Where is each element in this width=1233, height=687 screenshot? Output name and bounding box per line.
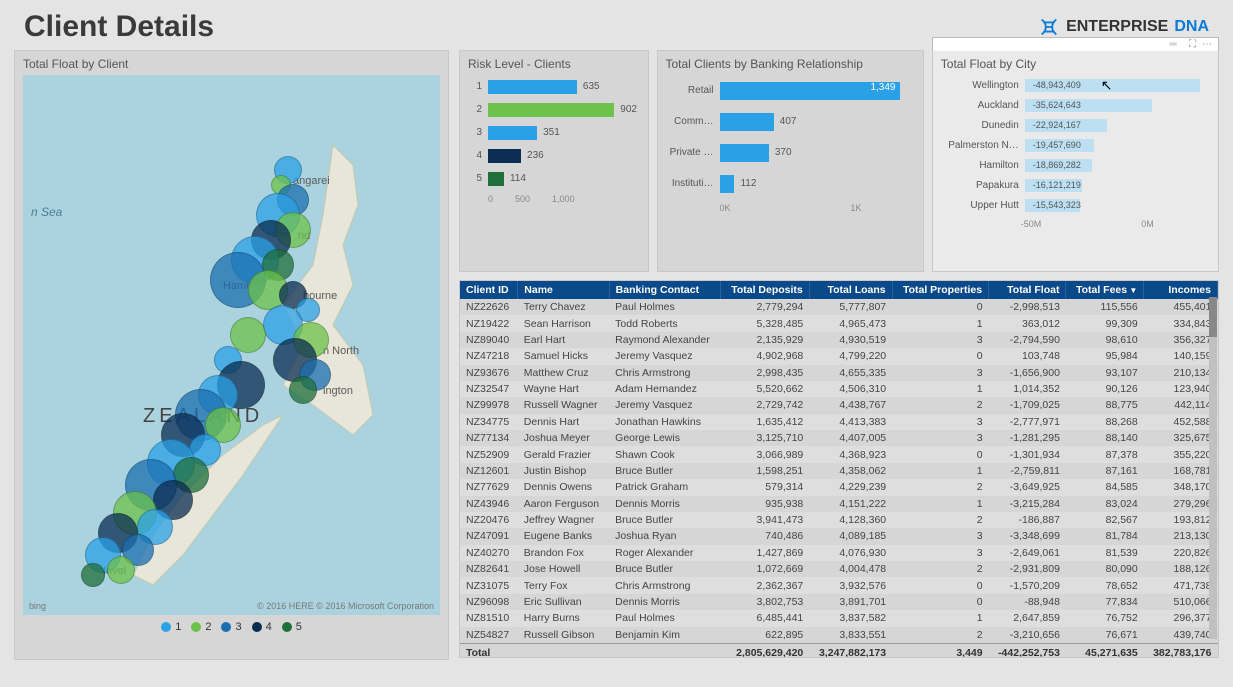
table-header[interactable]: Total Fees ▼	[1066, 281, 1144, 299]
table-row[interactable]: NZ34775Dennis HartJonathan Hawkins1,635,…	[460, 414, 1218, 430]
map-place-label: n North	[323, 345, 359, 357]
banking-relationship-chart[interactable]: Total Clients by Banking Relationship Re…	[657, 50, 924, 272]
table-row[interactable]: NZ89040Earl HartRaymond Alexander2,135,9…	[460, 332, 1218, 348]
banking-bar-row[interactable]: Instituti…112	[666, 168, 915, 199]
table-row[interactable]: NZ81510Harry BurnsPaul Holmes6,485,4413,…	[460, 610, 1218, 626]
banking-bar-row[interactable]: Comm…407	[666, 106, 915, 137]
legend-item[interactable]: 4	[252, 621, 272, 633]
table-row[interactable]: NZ22626Terry ChavezPaul Holmes2,779,2945…	[460, 299, 1218, 315]
table-scrollbar[interactable]	[1209, 297, 1217, 639]
table-header[interactable]: Name	[518, 281, 609, 299]
map-bubble[interactable]	[107, 556, 135, 584]
table-row[interactable]: NZ96098Eric SullivanDennis Morris3,802,7…	[460, 594, 1218, 610]
map-bubble[interactable]	[81, 563, 105, 587]
sea-label: n Sea	[31, 205, 62, 219]
map-bubble[interactable]	[289, 376, 317, 404]
table-row[interactable]: NZ47218Samuel HicksJeremy Vasquez4,902,9…	[460, 348, 1218, 364]
table-header[interactable]: Total Deposits	[721, 281, 810, 299]
city-bar-row[interactable]: Papakura-16,121,219	[941, 175, 1210, 195]
table-row[interactable]: NZ12601Justin BishopBruce Butler1,598,25…	[460, 463, 1218, 479]
dna-icon	[1038, 16, 1060, 38]
table-header[interactable]: Incomes	[1144, 281, 1218, 299]
city-bar-row[interactable]: Wellington-48,943,409	[941, 75, 1210, 95]
map-legend: 12345	[23, 621, 440, 633]
legend-item[interactable]: 3	[221, 621, 241, 633]
risk-bar-row[interactable]: 4236	[468, 144, 640, 167]
map-provider: bing	[29, 601, 46, 611]
banking-bar-row[interactable]: Retail1,349	[666, 75, 915, 106]
city-bar-row[interactable]: Dunedin-22,924,167	[941, 115, 1210, 135]
table-row[interactable]: NZ52909Gerald FrazierShawn Cook3,066,989…	[460, 446, 1218, 462]
risk-title: Risk Level - Clients	[468, 57, 640, 71]
table-row[interactable]: NZ20476Jeffrey WagnerBruce Butler3,941,4…	[460, 512, 1218, 528]
table-row[interactable]: NZ32547Wayne HartAdam Hernandez5,520,662…	[460, 381, 1218, 397]
client-table[interactable]: Client IDNameBanking ContactTotal Deposi…	[460, 281, 1218, 658]
visual-header[interactable]: ═ ⛶ ⋯	[932, 37, 1219, 51]
map-title: Total Float by Client	[23, 57, 440, 71]
table-header[interactable]: Banking Contact	[609, 281, 721, 299]
page-title: Client Details	[24, 10, 214, 44]
banking-bar-row[interactable]: Private …370	[666, 137, 915, 168]
grip-icon[interactable]: ═	[1163, 39, 1183, 50]
table-header[interactable]: Client ID	[460, 281, 518, 299]
map-area[interactable]: n Sea ZEALAND angareindHamilbournen Nort…	[23, 75, 440, 615]
table-header[interactable]: Total Properties	[892, 281, 988, 299]
table-row[interactable]: NZ77629Dennis OwensPatrick Graham579,314…	[460, 479, 1218, 495]
client-table-card: Client IDNameBanking ContactTotal Deposi…	[459, 280, 1219, 658]
city-bar-row[interactable]: Hamilton-18,869,282	[941, 155, 1210, 175]
city-bar-row[interactable]: Palmerston N…-19,457,690	[941, 135, 1210, 155]
table-header[interactable]: Total Loans	[809, 281, 892, 299]
table-row[interactable]: NZ43946Aaron FergusonDennis Morris935,93…	[460, 496, 1218, 512]
table-row[interactable]: NZ93676Matthew CruzChris Armstrong2,998,…	[460, 365, 1218, 381]
table-header[interactable]: Total Float	[989, 281, 1066, 299]
risk-bar-row[interactable]: 5114	[468, 167, 640, 190]
focus-mode-icon[interactable]: ⛶	[1189, 39, 1196, 50]
risk-bar-row[interactable]: 3351	[468, 121, 640, 144]
map-place-label: ington	[323, 385, 353, 397]
table-row[interactable]: NZ99978Russell WagnerJeremy Vasquez2,729…	[460, 397, 1218, 413]
table-row[interactable]: NZ31075Terry FoxChris Armstrong2,362,367…	[460, 577, 1218, 593]
legend-item[interactable]: 2	[191, 621, 211, 633]
table-row[interactable]: NZ47091Eugene BanksJoshua Ryan740,4864,0…	[460, 528, 1218, 544]
risk-bar-row[interactable]: 2902	[468, 98, 640, 121]
city-bar-row[interactable]: Upper Hutt-15,543,323	[941, 195, 1210, 215]
table-row[interactable]: NZ40270Brandon FoxRoger Alexander1,427,8…	[460, 545, 1218, 561]
brand-suffix: DNA	[1174, 18, 1209, 36]
more-options-icon[interactable]: ⋯	[1202, 39, 1212, 50]
risk-level-chart[interactable]: Risk Level - Clients 1635290233514236511…	[459, 50, 649, 272]
brand-logo: ENTERPRISE DNA	[1038, 16, 1209, 38]
table-row[interactable]: NZ19422Sean HarrisonTodd Roberts5,328,48…	[460, 315, 1218, 331]
scrollbar-thumb[interactable]	[1209, 297, 1217, 337]
map-copyright: © 2016 HERE © 2016 Microsoft Corporation	[257, 601, 434, 611]
table-row[interactable]: NZ82641Jose HowellBruce Butler1,072,6694…	[460, 561, 1218, 577]
city-bar-row[interactable]: Auckland-35,624,643	[941, 95, 1210, 115]
table-row[interactable]: NZ77134Joshua MeyerGeorge Lewis3,125,710…	[460, 430, 1218, 446]
banking-title: Total Clients by Banking Relationship	[666, 57, 915, 71]
map-card: Total Float by Client n Sea ZEALAND anga…	[14, 50, 449, 660]
float-by-city-chart[interactable]: ═ ⛶ ⋯ Total Float by City ↖ Wellington-4…	[932, 50, 1219, 272]
legend-item[interactable]: 5	[282, 621, 302, 633]
table-row[interactable]: NZ54827Russell GibsonBenjamin Kim622,895…	[460, 627, 1218, 644]
brand-prefix: ENTERPRISE	[1066, 18, 1168, 36]
risk-bar-row[interactable]: 1635	[468, 75, 640, 98]
float-city-title: Total Float by City	[941, 57, 1210, 71]
legend-item[interactable]: 1	[161, 621, 181, 633]
